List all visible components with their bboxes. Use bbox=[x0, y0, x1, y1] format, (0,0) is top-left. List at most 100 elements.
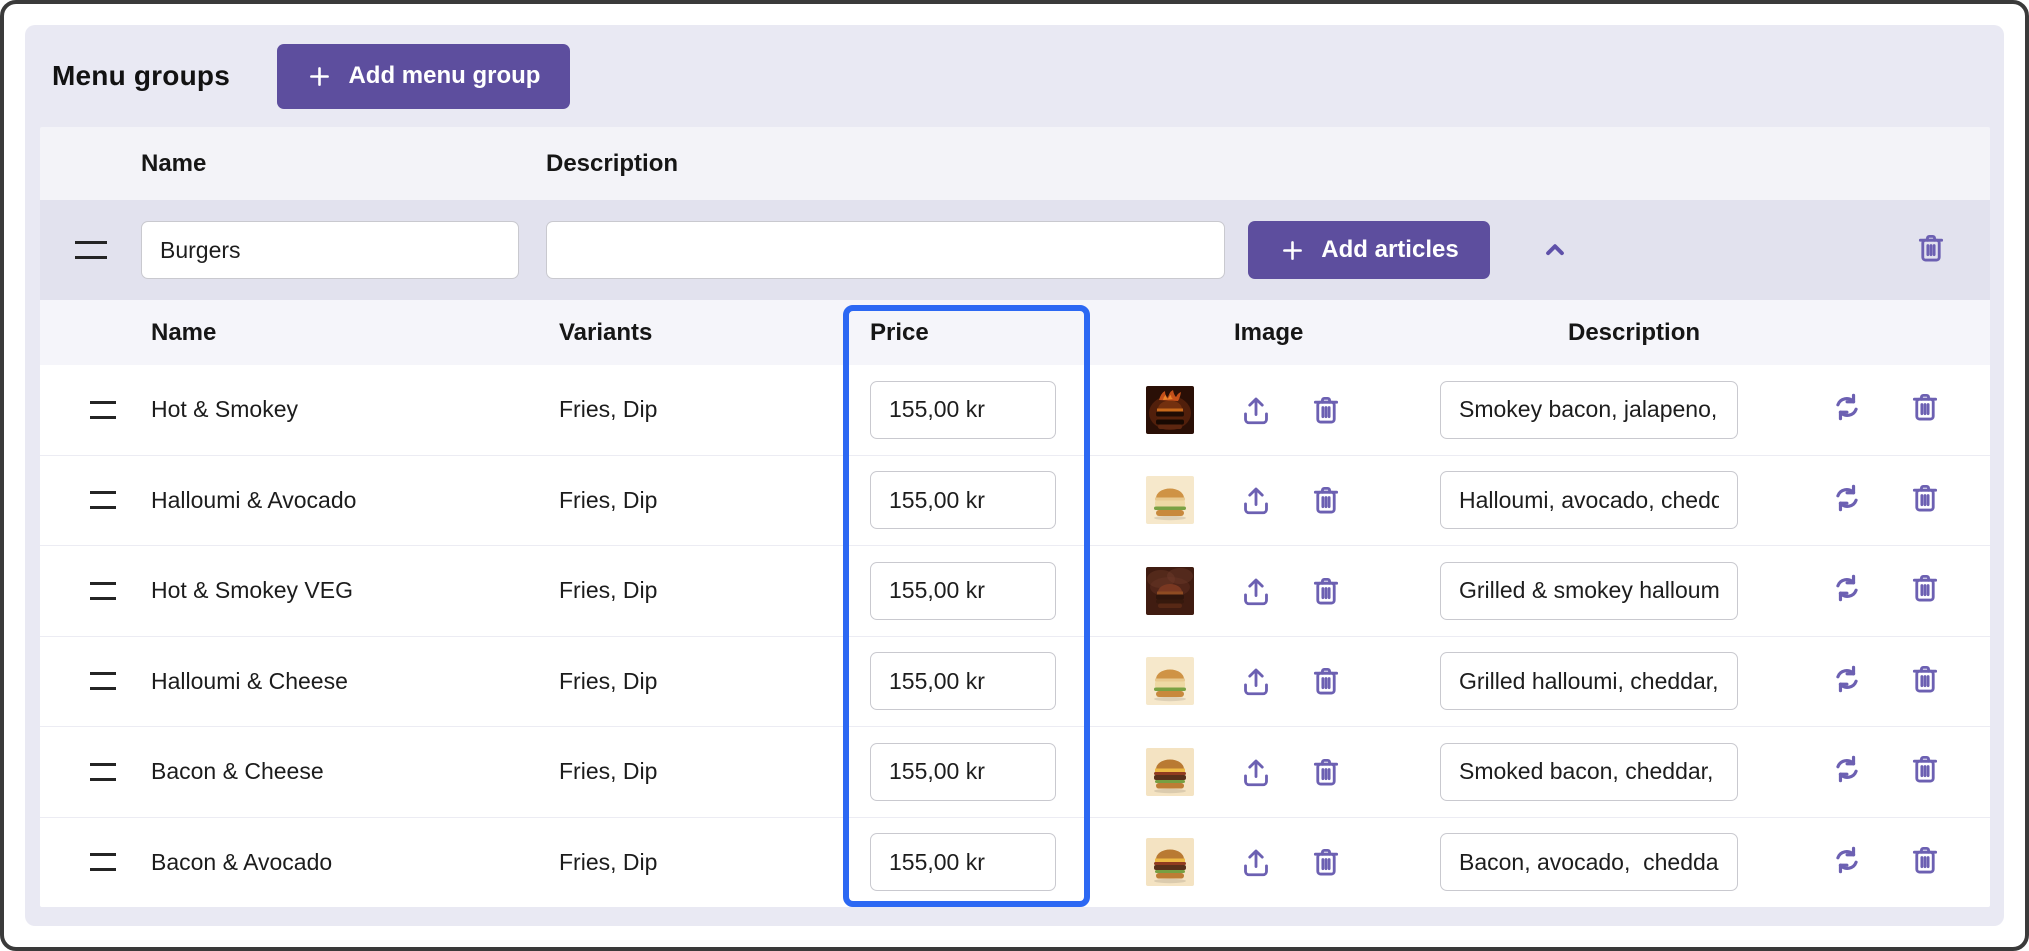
trash-icon bbox=[1908, 481, 1942, 515]
add-articles-label: Add articles bbox=[1321, 236, 1459, 263]
article-row: Halloumi & Avocado Fries, Dip bbox=[40, 456, 1990, 546]
drag-handle-icon[interactable] bbox=[75, 241, 107, 259]
article-name: Halloumi & Avocado bbox=[151, 486, 357, 513]
refresh-icon bbox=[1831, 482, 1863, 514]
delete-image-button[interactable] bbox=[1309, 755, 1343, 789]
upload-image-button[interactable] bbox=[1239, 845, 1273, 879]
group-column-description: Description bbox=[546, 149, 679, 177]
trash-icon bbox=[1908, 390, 1942, 424]
upload-icon bbox=[1239, 664, 1273, 698]
upload-image-button[interactable] bbox=[1239, 755, 1273, 789]
delete-image-button[interactable] bbox=[1309, 845, 1343, 879]
refresh-article-button[interactable] bbox=[1831, 663, 1863, 695]
trash-icon bbox=[1914, 231, 1948, 265]
article-variants: Fries, Dip bbox=[559, 848, 658, 875]
trash-icon bbox=[1908, 662, 1942, 696]
description-input[interactable] bbox=[1440, 833, 1738, 892]
refresh-article-button[interactable] bbox=[1831, 753, 1863, 785]
chevron-up-icon bbox=[1540, 235, 1570, 265]
group-name-input[interactable] bbox=[141, 221, 519, 279]
delete-article-button[interactable] bbox=[1908, 662, 1942, 696]
drag-handle-icon[interactable] bbox=[90, 762, 116, 781]
article-row: Hot & Smokey VEG Fries, Dip bbox=[40, 546, 1990, 637]
trash-icon bbox=[1908, 752, 1942, 786]
delete-image-button[interactable] bbox=[1309, 664, 1343, 698]
price-input[interactable] bbox=[870, 561, 1056, 620]
upload-image-button[interactable] bbox=[1239, 393, 1273, 427]
delete-article-button[interactable] bbox=[1908, 752, 1942, 786]
delete-group-button[interactable] bbox=[1914, 231, 1948, 265]
delete-image-button[interactable] bbox=[1309, 393, 1343, 427]
article-row: Bacon & Cheese Fries, Dip bbox=[40, 727, 1990, 818]
price-input[interactable] bbox=[870, 471, 1056, 530]
drag-handle-icon[interactable] bbox=[90, 672, 116, 691]
refresh-article-button[interactable] bbox=[1831, 844, 1863, 876]
add-menu-group-button[interactable]: Add menu group bbox=[276, 43, 570, 109]
drag-handle-icon[interactable] bbox=[90, 581, 116, 600]
add-articles-button[interactable]: Add articles bbox=[1248, 221, 1490, 279]
group-column-name: Name bbox=[141, 149, 207, 177]
trash-icon bbox=[1309, 664, 1343, 698]
trash-icon bbox=[1309, 574, 1343, 608]
refresh-article-button[interactable] bbox=[1831, 482, 1863, 514]
description-input[interactable] bbox=[1440, 652, 1738, 711]
price-input[interactable] bbox=[870, 833, 1056, 892]
delete-image-button[interactable] bbox=[1309, 483, 1343, 517]
article-row: Hot & Smokey Fries, Dip bbox=[40, 365, 1990, 456]
refresh-icon bbox=[1831, 753, 1863, 785]
page-title: Menu groups bbox=[52, 60, 230, 91]
upload-image-button[interactable] bbox=[1239, 574, 1273, 608]
price-input[interactable] bbox=[870, 742, 1056, 801]
article-row: Bacon & Avocado Fries, Dip bbox=[40, 818, 1990, 908]
price-input[interactable] bbox=[870, 652, 1056, 711]
drag-handle-icon[interactable] bbox=[90, 491, 116, 510]
article-variants: Fries, Dip bbox=[559, 396, 658, 423]
price-input[interactable] bbox=[870, 380, 1056, 439]
description-input[interactable] bbox=[1440, 742, 1738, 801]
refresh-article-button[interactable] bbox=[1831, 572, 1863, 604]
menu-groups-page: Menu groups Add menu group Name Descript… bbox=[25, 25, 2004, 926]
drag-handle-icon[interactable] bbox=[90, 853, 116, 872]
article-image bbox=[1146, 476, 1194, 524]
refresh-icon bbox=[1831, 391, 1863, 423]
description-input[interactable] bbox=[1440, 561, 1738, 620]
article-image bbox=[1146, 386, 1194, 434]
refresh-icon bbox=[1831, 844, 1863, 876]
upload-icon bbox=[1239, 845, 1273, 879]
article-name: Halloumi & Cheese bbox=[151, 667, 348, 694]
delete-article-button[interactable] bbox=[1908, 481, 1942, 515]
delete-image-button[interactable] bbox=[1309, 574, 1343, 608]
article-variants: Fries, Dip bbox=[559, 577, 658, 604]
article-name: Bacon & Avocado bbox=[151, 848, 333, 875]
delete-article-button[interactable] bbox=[1908, 571, 1942, 605]
upload-icon bbox=[1239, 483, 1273, 517]
articles-table: Name Variants Price Image Description Ho… bbox=[40, 300, 1990, 907]
drag-handle-icon[interactable] bbox=[90, 400, 116, 419]
collapse-group-button[interactable] bbox=[1540, 235, 1570, 265]
refresh-icon bbox=[1831, 663, 1863, 695]
articles-column-image: Image bbox=[1234, 318, 1304, 346]
refresh-article-button[interactable] bbox=[1831, 391, 1863, 423]
menu-group-row: Add articles bbox=[40, 200, 1990, 300]
upload-icon bbox=[1239, 393, 1273, 427]
delete-article-button[interactable] bbox=[1908, 843, 1942, 877]
upload-icon bbox=[1239, 755, 1273, 789]
plus-icon bbox=[1279, 237, 1306, 264]
article-name: Hot & Smokey VEG bbox=[151, 577, 353, 604]
upload-image-button[interactable] bbox=[1239, 664, 1273, 698]
group-description-input[interactable] bbox=[546, 221, 1225, 279]
trash-icon bbox=[1908, 571, 1942, 605]
description-input[interactable] bbox=[1440, 471, 1738, 530]
refresh-icon bbox=[1831, 572, 1863, 604]
description-input[interactable] bbox=[1440, 380, 1738, 439]
upload-image-button[interactable] bbox=[1239, 483, 1273, 517]
trash-icon bbox=[1309, 483, 1343, 517]
article-image bbox=[1146, 567, 1194, 615]
add-menu-group-label: Add menu group bbox=[348, 62, 541, 89]
article-variants: Fries, Dip bbox=[559, 486, 658, 513]
article-variants: Fries, Dip bbox=[559, 667, 658, 694]
article-name: Bacon & Cheese bbox=[151, 758, 324, 785]
article-name: Hot & Smokey bbox=[151, 396, 298, 423]
delete-article-button[interactable] bbox=[1908, 390, 1942, 424]
